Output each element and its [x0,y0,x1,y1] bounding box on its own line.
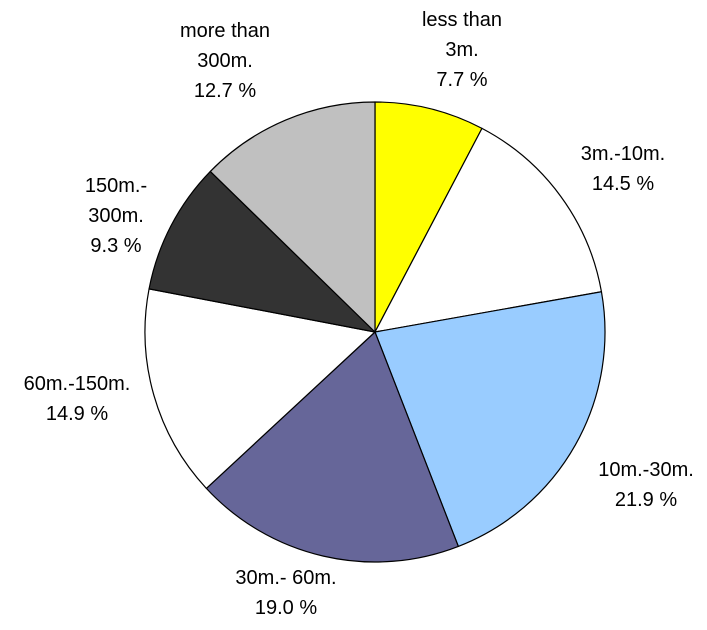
slice-label-1: 3m.-10m. 14.5 % [581,143,665,195]
slice-category-label: 300m. [88,205,144,227]
slice-percent-label: 19.0 % [255,597,317,619]
slice-category-label: less than [422,9,502,31]
slice-category-label: 3m.-10m. [581,143,665,165]
pie-slice-0 [374,101,483,333]
slice-label-4: 60m.-150m. 14.9 % [24,373,131,425]
pie-slice-1 [374,127,603,333]
slice-category-label: 150m.- [85,175,147,197]
pie-slice-2 [374,291,606,547]
slice-percent-label: 12.7 % [194,80,256,102]
pie-slice-3 [205,331,459,563]
pie-slices [144,101,606,563]
pie-labels: less than 3m. 7.7 % 3m.-10m. 14.5 % 10m.-30m.… [24,9,694,619]
slice-percent-label: 14.5 % [592,173,654,195]
slice-percent-label: 14.9 % [46,403,108,425]
slice-category-label: 10m.-30m. [598,459,694,481]
slice-label-0: less than 3m. 7.7 % [422,9,502,91]
slice-label-6: more than 300m. 12.7 % [180,20,270,102]
slice-category-label: more than [180,20,270,42]
slice-category-label: 30m.- 60m. [235,567,336,589]
slice-percent-label: 7.7 % [436,69,487,91]
slice-percent-label: 9.3 % [90,235,141,257]
pie-slice-6 [209,101,376,333]
slice-label-3: 30m.- 60m. 19.0 % [235,567,336,619]
pie-slice-5 [148,170,376,333]
slice-label-5: 150m.- 300m. 9.3 % [85,175,147,257]
slice-category-label: 300m. [197,50,253,72]
slice-percent-label: 21.9 % [615,489,677,511]
slice-category-label: 60m.-150m. [24,373,131,395]
pie-slice-4 [144,288,376,489]
slice-label-2: 10m.-30m. 21.9 % [598,459,694,511]
slice-category-label: 3m. [445,39,478,61]
